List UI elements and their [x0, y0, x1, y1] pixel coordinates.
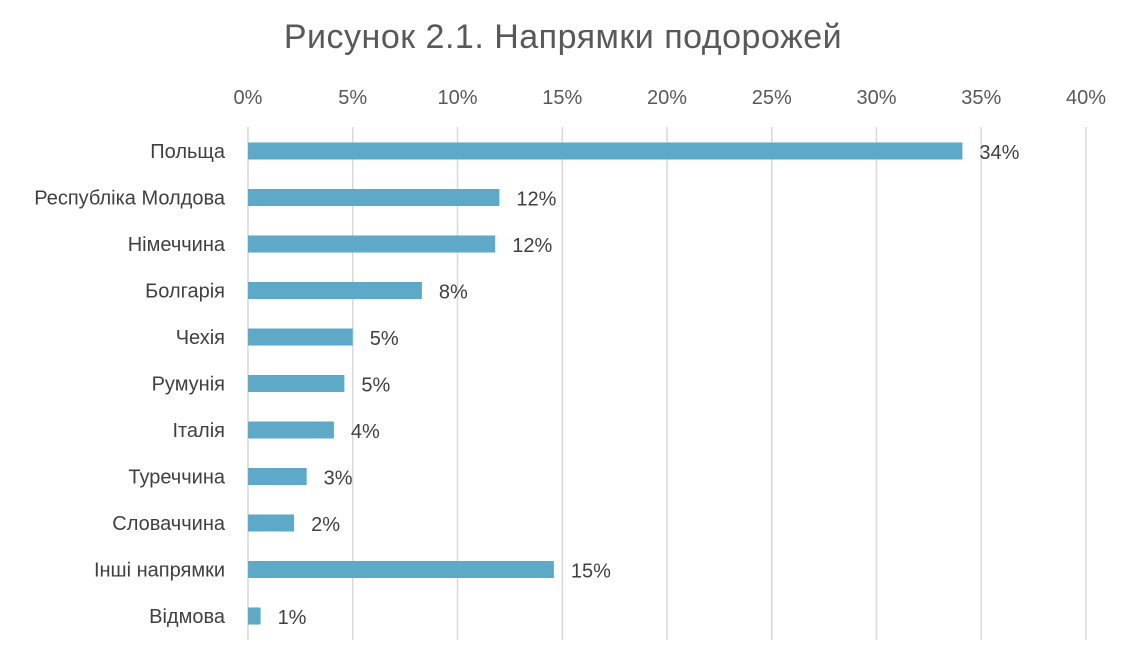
data-label: 3%	[324, 468, 353, 490]
data-label: 15%	[571, 561, 611, 583]
data-label: 34%	[979, 142, 1019, 164]
bars	[248, 142, 963, 625]
bar	[248, 142, 963, 160]
category-label: Румунія	[152, 374, 225, 396]
data-label: 12%	[516, 189, 556, 211]
category-label: Болгарія	[145, 281, 225, 303]
x-tick-label: 15%	[542, 87, 582, 109]
bar	[248, 282, 422, 299]
category-label: Чехія	[176, 327, 225, 349]
bar	[248, 421, 334, 439]
data-label: 4%	[351, 421, 380, 443]
bar	[248, 375, 345, 392]
category-label: Відмова	[149, 606, 226, 628]
data-label: 8%	[439, 282, 468, 304]
category-label: Республіка Молдова	[34, 188, 226, 210]
x-tick-label: 5%	[338, 87, 367, 109]
category-label: Польща	[150, 141, 226, 163]
bar	[248, 607, 261, 625]
data-labels: 34% 12% 12% 8% 5% 5% 4% 3% 2% 15% 1%	[278, 142, 1020, 629]
gridlines	[247, 127, 1087, 640]
bar	[248, 328, 353, 346]
x-tick-label: 20%	[647, 87, 687, 109]
data-label: 5%	[370, 328, 399, 350]
category-label: Італія	[172, 420, 225, 442]
category-label: Туреччина	[128, 467, 226, 489]
data-label: 12%	[512, 235, 552, 257]
x-tick-label: 25%	[752, 87, 792, 109]
category-label: Інші напрямки	[94, 560, 225, 582]
x-axis-tick-labels: 0% 5% 10% 15% 20% 25% 30% 35% 40%	[234, 87, 1107, 109]
category-label: Словаччина	[112, 513, 226, 535]
bar	[248, 468, 307, 485]
data-label: 2%	[311, 514, 340, 536]
chart-title: Рисунок 2.1. Напрямки подорожей	[283, 18, 843, 56]
data-label: 1%	[278, 607, 307, 629]
x-tick-label: 40%	[1066, 87, 1106, 109]
bar	[248, 235, 496, 253]
x-tick-label: 0%	[234, 87, 263, 109]
category-labels: Польща Республіка Молдова Німеччина Болгарі…	[34, 141, 226, 628]
bar	[248, 561, 554, 578]
bar	[248, 189, 500, 206]
bar	[248, 514, 295, 532]
data-label: 5%	[361, 375, 390, 397]
x-tick-label: 30%	[856, 87, 896, 109]
x-tick-label: 35%	[961, 87, 1001, 109]
x-tick-label: 10%	[437, 87, 477, 109]
category-label: Німеччина	[128, 234, 226, 256]
